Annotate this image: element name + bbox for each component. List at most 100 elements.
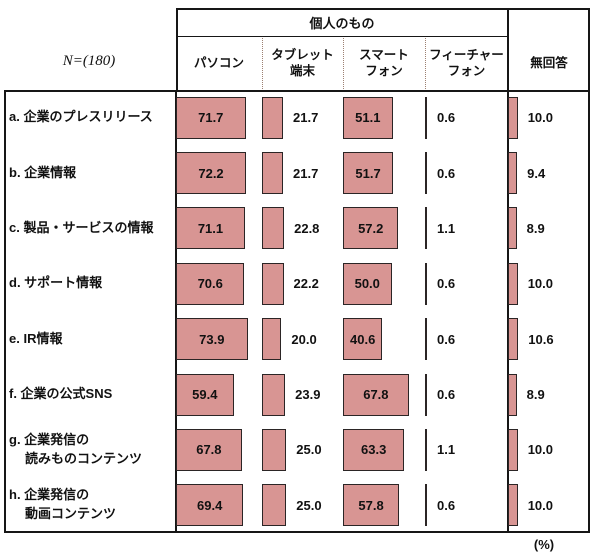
column-header-featurephone: フィーチャー フォン (429, 47, 504, 78)
bar-featurephone (425, 484, 427, 527)
plot-area-border (4, 90, 590, 533)
row-label: e. IR情報 (9, 330, 63, 346)
bar-featurephone (425, 96, 427, 139)
bar-tablet (262, 262, 284, 305)
table-row: c. 製品・サービスの情報 71.1 22.8 57.2 1.1 8.9 (4, 201, 590, 256)
bar-featurephone (425, 318, 427, 361)
value-label: 8.9 (526, 387, 545, 403)
value-label: 59.4 (192, 387, 218, 403)
sample-size-label: N=(180) (62, 52, 116, 69)
bar-featurephone (425, 373, 427, 416)
header-divider-line (176, 36, 508, 37)
bar-pc: 69.4 (176, 484, 244, 527)
bar-featurephone (425, 152, 427, 195)
table-row: d. サポート情報 70.6 22.2 50.0 0.6 10.0 (4, 256, 590, 311)
value-label: 40.6 (350, 331, 376, 347)
table-row: b. 企業情報 72.2 21.7 51.7 0.6 9.4 (4, 145, 590, 200)
bar-no-answer (508, 152, 518, 195)
table-row: g. 企業発信の 読みものコンテンツ 67.8 25.0 63.3 1.1 10.… (4, 422, 590, 477)
bar-no-answer (508, 318, 519, 361)
value-label: 73.9 (199, 331, 225, 347)
value-label: 50.0 (354, 276, 380, 292)
table-row: a. 企業のプレスリリース 71.7 21.7 51.1 0.6 10.0 (4, 90, 590, 145)
table-row: f. 企業の公式SNS 59.4 23.9 67.8 0.6 8.9 (4, 367, 590, 422)
value-label: 23.9 (295, 387, 321, 403)
value-label: 21.7 (293, 110, 319, 126)
value-label: 0.6 (437, 387, 456, 403)
bar-smartphone: 50.0 (343, 262, 392, 305)
bar-featurephone (425, 207, 427, 250)
bar-no-answer (508, 428, 518, 471)
bar-pc: 72.2 (176, 152, 247, 195)
value-label: 67.8 (196, 442, 222, 458)
dotted-separator-2 (343, 38, 344, 89)
row-label: g. 企業発信の 読みものコンテンツ (9, 432, 143, 466)
value-label: 22.2 (293, 276, 319, 292)
group-right-separator (506, 8, 509, 533)
table-row: e. IR情報 73.9 20.0 40.6 0.6 10.6 (4, 312, 590, 367)
bar-no-answer (508, 262, 518, 305)
value-label: 8.9 (526, 220, 545, 236)
value-label: 25.0 (296, 442, 322, 458)
value-label: 1.1 (437, 220, 456, 236)
value-label: 0.6 (437, 497, 456, 513)
value-label: 1.1 (437, 442, 456, 458)
value-label: 72.2 (198, 165, 224, 181)
column-header-tablet: タブレット 端末 (271, 47, 334, 78)
value-label: 22.8 (294, 220, 320, 236)
bar-pc: 70.6 (176, 262, 245, 305)
bar-tablet (262, 207, 285, 250)
value-label: 71.1 (197, 220, 224, 236)
value-label: 10.0 (527, 276, 553, 292)
bar-tablet (262, 318, 282, 361)
bar-featurephone (425, 262, 427, 305)
column-header-pc: パソコン (193, 55, 244, 70)
value-label: 10.6 (528, 331, 554, 347)
value-label: 57.2 (358, 220, 384, 236)
row-label: f. 企業の公式SNS (9, 386, 113, 402)
value-label: 10.0 (527, 497, 553, 513)
bar-pc: 71.7 (176, 96, 246, 139)
bar-smartphone: 57.8 (343, 484, 400, 527)
bar-smartphone: 63.3 (343, 428, 405, 471)
value-label: 51.1 (355, 110, 381, 126)
dotted-separator-3 (425, 38, 426, 89)
bar-tablet (262, 484, 287, 527)
value-label: 71.7 (198, 110, 224, 126)
value-label: 0.6 (437, 276, 456, 292)
bar-pc: 71.1 (176, 207, 245, 250)
row-label: c. 製品・サービスの情報 (9, 220, 154, 236)
value-label: 10.0 (527, 110, 553, 126)
bar-smartphone: 51.1 (343, 96, 393, 139)
bar-tablet (262, 96, 284, 139)
bar-featurephone (425, 428, 427, 471)
value-label: 21.7 (293, 165, 319, 181)
column-header-no-answer: 無回答 (530, 55, 568, 70)
value-label: 63.3 (361, 442, 387, 458)
no-answer-header-box (508, 8, 590, 90)
bar-smartphone: 51.7 (343, 152, 394, 195)
row-label: b. 企業情報 (9, 164, 77, 180)
value-label: 20.0 (291, 331, 317, 347)
label-column-separator (175, 90, 177, 533)
bar-pc: 67.8 (176, 428, 242, 471)
bar-smartphone: 67.8 (343, 373, 409, 416)
row-label: a. 企業のプレスリリース (9, 109, 153, 125)
dotted-separator-1 (262, 38, 263, 89)
rows-container: a. 企業のプレスリリース 71.7 21.7 51.1 0.6 10.0 b.… (4, 90, 590, 533)
bar-smartphone: 40.6 (343, 318, 383, 361)
bar-no-answer (508, 96, 518, 139)
header-group-box (176, 8, 508, 90)
value-label: 69.4 (197, 497, 223, 513)
value-label: 0.6 (437, 110, 456, 126)
column-header-smartphone: スマート フォン (359, 47, 409, 78)
value-label: 9.4 (527, 165, 546, 181)
bar-tablet (262, 373, 286, 416)
bar-no-answer (508, 207, 517, 250)
value-label: 70.6 (197, 276, 223, 292)
value-label: 0.6 (437, 331, 456, 347)
row-label: d. サポート情報 (9, 275, 103, 291)
unit-label: (%) (533, 537, 555, 552)
value-label: 0.6 (437, 165, 456, 181)
